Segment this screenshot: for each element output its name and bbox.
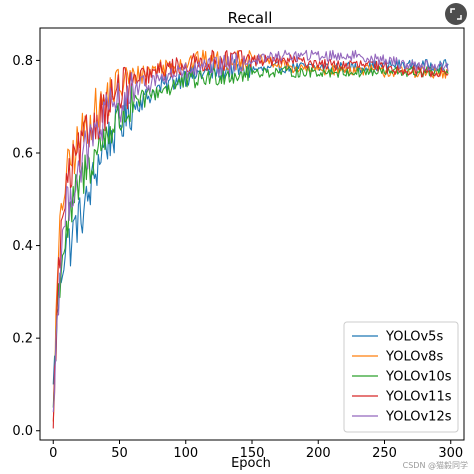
series-line-yolov12s <box>52 49 449 413</box>
legend: YOLOv5s YOLOv8s YOLOv10s YOLOv11s YOLOv12s <box>343 321 459 433</box>
x-tick-label: 300 <box>438 446 463 461</box>
legend-label: YOLOv5s <box>385 330 443 345</box>
legend-label: YOLOv8s <box>385 350 443 365</box>
x-tick-label: 250 <box>372 446 397 461</box>
y-tick-label: 0.2 <box>12 332 33 347</box>
x-axis-title: Epoch <box>231 456 271 471</box>
x-tick-label: 50 <box>111 446 128 461</box>
y-tick-label: 0.4 <box>12 239 33 254</box>
legend-box <box>343 321 459 433</box>
x-tick-label: 200 <box>306 446 331 461</box>
x-tick-label: 0 <box>49 446 57 461</box>
y-tick-label: 0.6 <box>12 146 33 161</box>
x-tick-label: 100 <box>173 446 198 461</box>
expand-icon[interactable] <box>445 3 467 25</box>
legend-label: YOLOv11s <box>385 390 452 405</box>
watermark-text: CSDN @猫毅同学 <box>403 460 468 470</box>
legend-label: YOLOv12s <box>385 410 452 425</box>
axis-layer: 0 50 100 150 200 250 300 0.0 0.2 0.4 0.6 0.8 <box>12 54 463 461</box>
legend-label: YOLOv10s <box>385 370 452 385</box>
y-tick-label: 0.8 <box>12 54 33 69</box>
series-layer <box>52 49 449 429</box>
chart-title: Recall <box>228 9 273 27</box>
y-tick-label: 0.0 <box>12 424 33 439</box>
x-tick-label: 150 <box>240 446 265 461</box>
